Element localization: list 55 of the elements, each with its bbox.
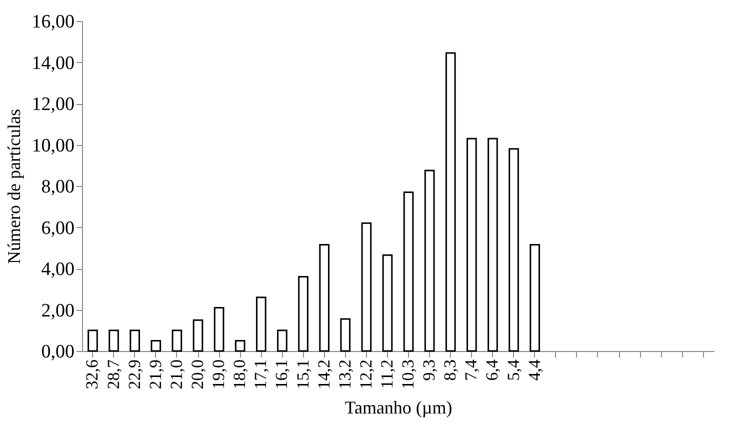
- bar: [508, 148, 519, 352]
- bar: [403, 191, 414, 352]
- x-tick-label: 13,2: [335, 360, 354, 390]
- x-tick-label: 5,4: [504, 359, 523, 381]
- x-tick-label: 11,2: [377, 360, 396, 389]
- x-tick-label: 19,0: [209, 360, 228, 390]
- x-tick-label: 28,7: [104, 359, 123, 390]
- bar: [445, 52, 456, 352]
- x-tick-label: 32,6: [82, 360, 102, 390]
- y-tick-label: 6,00: [41, 218, 74, 239]
- x-tick-label: 7,4: [462, 359, 481, 381]
- bar: [88, 330, 98, 352]
- x-tick-label: 12,2: [356, 360, 376, 390]
- y-tick-label: 0,00: [41, 342, 74, 362]
- bar: [382, 254, 393, 352]
- y-tick-label: 10,00: [32, 135, 74, 156]
- bar: [340, 318, 351, 352]
- y-tick-label: 12,00: [32, 94, 74, 115]
- x-tick-label: 22,9: [124, 360, 144, 390]
- bar: [361, 222, 372, 352]
- y-tick-label: 4,00: [41, 259, 74, 280]
- bar: [319, 244, 330, 352]
- y-tick-label: 16,00: [32, 12, 74, 32]
- bar: [488, 138, 498, 352]
- x-tick-label: 16,1: [272, 360, 292, 390]
- x-tick-label: 10,3: [398, 360, 418, 390]
- y-tick-label: 14,00: [32, 52, 74, 74]
- bar: [108, 330, 119, 352]
- bar: [214, 306, 224, 352]
- x-tick-label: 8,3: [440, 360, 460, 381]
- x-tick-label: 17,1: [251, 360, 270, 390]
- bar: [466, 138, 477, 352]
- y-tick-label: 8,00: [41, 176, 74, 198]
- x-tick-label: 6,4: [482, 359, 502, 381]
- x-tick-label: 21,9: [146, 360, 165, 390]
- bar: [150, 340, 162, 352]
- x-tick-label: 14,2: [314, 360, 334, 390]
- x-tick-label: 4,4: [524, 359, 544, 381]
- x-tick-label: 9,3: [420, 360, 439, 381]
- bar: [256, 296, 266, 352]
- y-axis-title: Número de partículas: [4, 109, 24, 264]
- bar: [277, 330, 288, 352]
- bar: [172, 330, 182, 352]
- x-tick-label: 21,0: [166, 360, 186, 390]
- bar: [192, 319, 204, 352]
- x-tick-label: 18,0: [230, 360, 250, 390]
- bar: [234, 340, 246, 352]
- bar: [298, 276, 308, 352]
- x-tick-label: 20,0: [188, 360, 207, 390]
- x-axis-title: Tamanho (µm): [344, 397, 452, 418]
- bar: [530, 244, 540, 352]
- bar: [424, 170, 435, 352]
- bar: [130, 330, 140, 352]
- x-tick-label: 15,1: [293, 360, 312, 390]
- y-tick-label: 2,00: [41, 300, 74, 322]
